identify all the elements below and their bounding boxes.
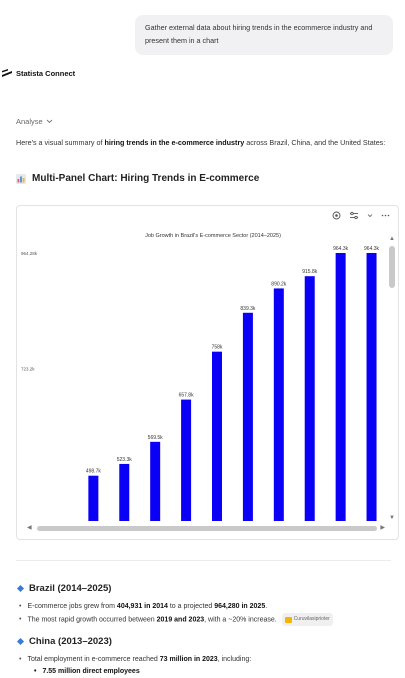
horizontal-scroll-thumb[interactable] — [37, 526, 377, 531]
vertical-scroll-thumb[interactable] — [389, 246, 395, 288]
summary-section: Brazil (2014–2025) • E-commerce jobs gre… — [16, 583, 396, 678]
more-icon[interactable] — [381, 211, 390, 220]
analyse-label: Analyse — [16, 117, 43, 126]
bar-chart-icon — [16, 173, 26, 184]
chart-bar[interactable] — [273, 288, 284, 521]
user-message-bubble: Gather external data about hiring trends… — [135, 15, 393, 55]
brazil-bullet-2: • The most rapid growth occurred between… — [19, 613, 396, 626]
brazil-bullet-1: • E-commerce jobs grew from 404,931 in 2… — [19, 603, 268, 610]
y-tick-label: 723.2k — [21, 366, 35, 371]
source-badge[interactable]: Curuvilasiprioter — [281, 613, 333, 626]
scroll-down-icon[interactable]: ▼ — [389, 515, 395, 521]
chart-card: Job Growth in Brazil's E-commerce Sector… — [16, 205, 399, 540]
y-tick-label: 964.28k — [21, 251, 38, 256]
filter-icon[interactable] — [349, 211, 359, 220]
chevron-down-icon[interactable] — [367, 211, 373, 220]
china-sub-bullet-1: • 7.55 million direct employees — [34, 668, 140, 676]
diamond-bullet-icon — [16, 584, 25, 593]
vertical-scrollbar[interactable]: ▲ ▼ — [388, 236, 396, 521]
source-logo-icon — [284, 616, 292, 623]
chart-bar[interactable] — [181, 399, 192, 521]
section-title-text: Multi-Panel Chart: Hiring Trends in E-co… — [32, 173, 260, 184]
bar-value-label: 839.3k — [240, 306, 256, 312]
scroll-up-icon[interactable]: ▲ — [389, 236, 395, 242]
section-title: Multi-Panel Chart: Hiring Trends in E-co… — [16, 173, 259, 184]
chart-bar[interactable] — [242, 312, 253, 521]
china-bullet-1: • Total employment in e-commerce reached… — [19, 656, 252, 664]
scroll-right-icon[interactable]: ▶ — [380, 525, 385, 531]
bar-value-label: 657.8k — [179, 393, 195, 399]
chart-bar[interactable] — [366, 252, 377, 522]
intro-suffix: across Brazil, China, and the United Sta… — [244, 138, 386, 147]
chart-bar[interactable] — [335, 252, 346, 522]
chart-title: Job Growth in Brazil's E-commerce Sector… — [145, 233, 281, 239]
chart-toolbar — [332, 211, 390, 220]
chart-bar[interactable] — [304, 276, 315, 521]
bar-value-label: 569.5k — [148, 435, 164, 441]
settings-icon[interactable] — [332, 211, 341, 220]
diamond-bullet-icon — [16, 638, 25, 646]
intro-bold: hiring trends in the e-commerce industry — [104, 138, 245, 147]
bar-value-label: 890.2k — [271, 281, 287, 287]
chevron-down-icon — [46, 119, 53, 124]
china-heading: China (2013–2023) — [16, 636, 396, 647]
chart-bar[interactable] — [88, 475, 99, 521]
bar-value-label: 498.7k — [86, 469, 102, 475]
intro-prefix: Here's a visual summary of — [16, 138, 105, 147]
bar-chart: Job Growth in Brazil's E-commerce Sector… — [21, 233, 380, 522]
statista-logo-icon — [2, 69, 12, 77]
brazil-heading: Brazil (2014–2025) — [16, 583, 396, 594]
bar-value-label: 964.3k — [364, 246, 380, 252]
chart-bar[interactable] — [119, 463, 130, 521]
user-message-text: Gather external data about hiring trends… — [145, 23, 373, 45]
china-heading-text: China (2013–2023) — [29, 636, 112, 648]
scroll-left-icon[interactable]: ◀ — [27, 525, 32, 531]
bar-value-label: 758k — [212, 345, 223, 351]
intro-text: Here's a visual summary of hiring trends… — [16, 137, 391, 150]
horizontal-scrollbar[interactable]: ◀ ▶ — [25, 524, 387, 532]
brand-name: Statista Connect — [16, 68, 76, 78]
brand-header: Statista Connect — [2, 68, 75, 78]
divider — [16, 560, 391, 561]
brazil-heading-text: Brazil (2014–2025) — [29, 583, 112, 594]
analyse-toggle[interactable]: Analyse — [16, 117, 53, 126]
chart-bar[interactable] — [150, 441, 161, 521]
source-badge-label: Curuvilasiprioter — [293, 616, 330, 622]
bar-value-label: 523.3k — [117, 457, 133, 463]
bar-value-label: 964.3k — [333, 246, 349, 252]
chart-bar[interactable] — [212, 351, 222, 521]
bar-value-label: 915.8k — [302, 269, 318, 275]
